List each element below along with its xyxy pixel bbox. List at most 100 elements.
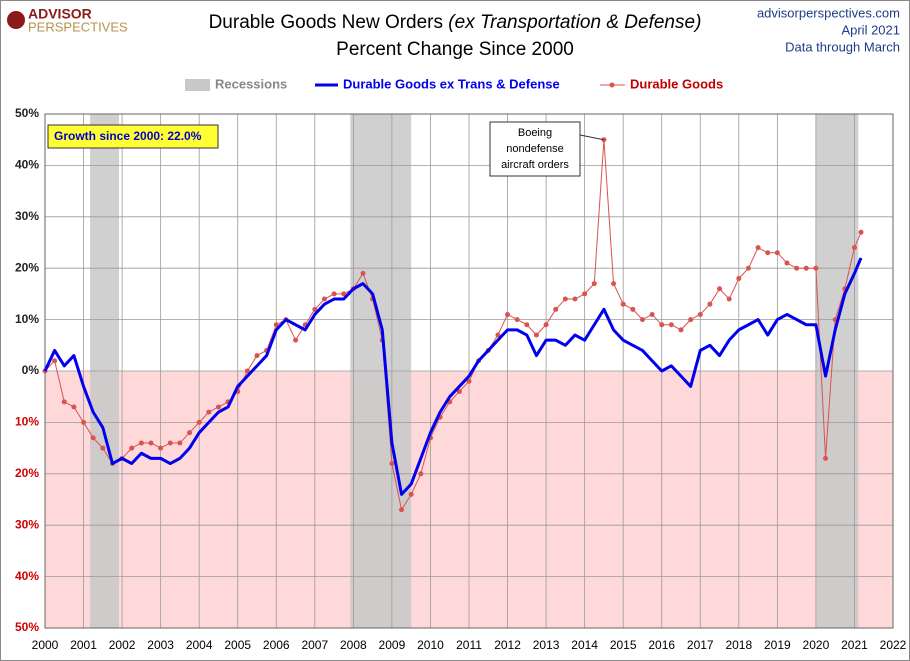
data-point xyxy=(553,306,559,312)
y-tick-label: 0% xyxy=(22,363,40,377)
x-tick-label: 2004 xyxy=(186,638,213,652)
x-tick-label: 2013 xyxy=(533,638,560,652)
data-point xyxy=(514,317,520,323)
data-point xyxy=(697,311,703,317)
legend-swatch xyxy=(609,82,615,88)
data-point xyxy=(533,332,539,338)
data-point xyxy=(408,491,414,497)
data-point xyxy=(726,296,732,302)
data-point xyxy=(321,296,327,302)
data-point xyxy=(81,419,87,425)
data-point xyxy=(71,404,77,410)
x-tick-label: 2005 xyxy=(224,638,251,652)
data-point xyxy=(138,440,144,446)
data-point xyxy=(745,265,751,271)
x-tick-label: 2001 xyxy=(70,638,97,652)
x-tick-label: 2022 xyxy=(880,638,907,652)
data-point xyxy=(688,317,694,323)
data-point xyxy=(254,353,260,359)
data-point xyxy=(611,281,617,287)
data-point xyxy=(129,445,135,451)
annotation: aircraft orders xyxy=(501,159,569,171)
x-tick-label: 2014 xyxy=(571,638,598,652)
x-tick-label: 2019 xyxy=(764,638,791,652)
data-point xyxy=(100,445,106,451)
data-point xyxy=(360,270,366,276)
x-tick-label: 2020 xyxy=(803,638,830,652)
legend-label: Durable Goods xyxy=(630,76,723,91)
data-point xyxy=(707,301,713,307)
annotation: Boeing xyxy=(518,127,552,139)
annotation-pointer xyxy=(579,134,605,141)
series-line xyxy=(43,257,863,496)
data-point xyxy=(90,435,96,441)
x-tick-label: 2010 xyxy=(417,638,444,652)
data-point xyxy=(418,471,424,477)
data-point xyxy=(813,265,819,271)
y-tick-label: 50% xyxy=(15,620,39,634)
data-point xyxy=(495,332,501,338)
x-tick-label: 2011 xyxy=(456,638,482,652)
data-point xyxy=(148,440,154,446)
data-point xyxy=(524,322,530,328)
data-point xyxy=(158,445,164,451)
chart-title: Durable Goods New Orders (ex Transportat… xyxy=(209,12,702,33)
data-point xyxy=(273,322,279,328)
data-point xyxy=(620,301,626,307)
logo-icon xyxy=(7,11,25,29)
y-tick-label: 20% xyxy=(15,260,39,274)
logo-bottom: PERSPECTIVES xyxy=(28,19,128,34)
data-point xyxy=(52,358,58,364)
data-point xyxy=(505,311,511,317)
data-point xyxy=(293,337,299,343)
data-point xyxy=(659,322,665,328)
data-point xyxy=(466,378,472,384)
x-tick-label: 2006 xyxy=(263,638,290,652)
annotation-box xyxy=(47,124,219,149)
data-point xyxy=(784,260,790,266)
data-point xyxy=(755,245,761,251)
data-point xyxy=(543,322,549,328)
data-point xyxy=(582,291,588,297)
data-point xyxy=(331,291,337,297)
x-tick-label: 2017 xyxy=(687,638,714,652)
data-point xyxy=(639,317,645,323)
data-point xyxy=(858,229,864,235)
data-point xyxy=(187,430,193,436)
data-point xyxy=(456,389,462,395)
source: Data through March xyxy=(785,39,900,54)
x-tick-label: 2016 xyxy=(648,638,675,652)
x-tick-label: 2000 xyxy=(32,638,59,652)
legend-label: Durable Goods ex Trans & Defense xyxy=(343,76,560,91)
x-tick-label: 2007 xyxy=(301,638,328,652)
data-point xyxy=(167,440,173,446)
data-point xyxy=(572,296,578,302)
y-tick-label: 10% xyxy=(15,415,39,429)
data-point xyxy=(389,461,395,467)
data-point xyxy=(774,250,780,256)
data-point xyxy=(630,306,636,312)
data-point xyxy=(562,296,568,302)
data-point xyxy=(678,327,684,333)
x-tick-label: 2012 xyxy=(494,638,521,652)
data-point xyxy=(591,281,597,287)
data-point xyxy=(717,286,723,292)
data-point xyxy=(736,275,742,281)
data-point xyxy=(794,265,800,271)
data-point xyxy=(341,291,347,297)
data-point xyxy=(61,399,67,405)
data-point xyxy=(177,440,183,446)
data-point xyxy=(668,322,674,328)
data-point xyxy=(215,404,221,410)
legend-label: Recessions xyxy=(215,76,287,91)
data-point xyxy=(803,265,809,271)
annotation: nondefense xyxy=(506,143,564,155)
title-note: (ex Transportation & Defense) xyxy=(448,12,701,33)
x-tick-label: 2002 xyxy=(109,638,136,652)
data-point xyxy=(399,507,405,513)
data-point xyxy=(312,306,318,312)
data-point xyxy=(206,409,212,415)
x-tick-label: 2021 xyxy=(841,638,868,652)
chart-subtitle: Percent Change Since 2000 xyxy=(336,39,574,60)
